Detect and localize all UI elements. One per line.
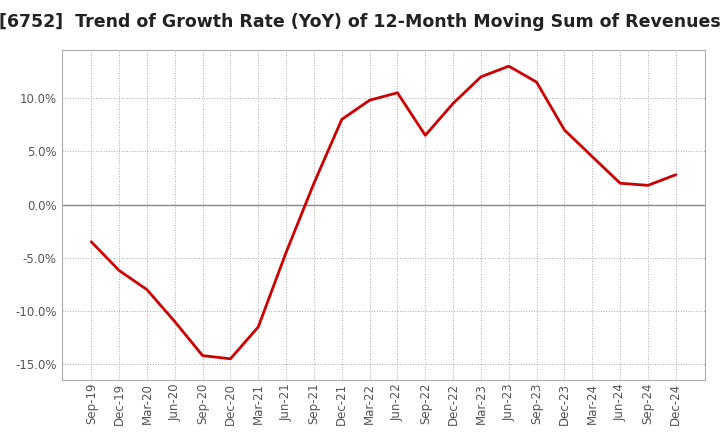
Text: [6752]  Trend of Growth Rate (YoY) of 12-Month Moving Sum of Revenues: [6752] Trend of Growth Rate (YoY) of 12-… <box>0 13 720 31</box>
